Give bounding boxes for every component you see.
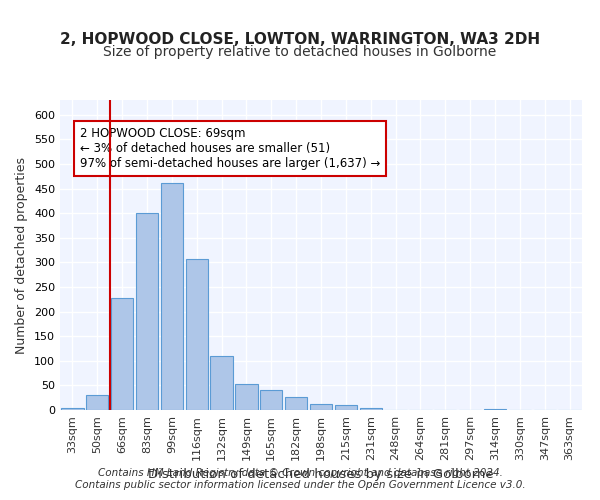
- Y-axis label: Number of detached properties: Number of detached properties: [16, 156, 28, 354]
- Bar: [285, 397, 307, 410]
- Bar: [211, 356, 233, 410]
- Text: Size of property relative to detached houses in Golborne: Size of property relative to detached ho…: [103, 45, 497, 59]
- X-axis label: Distribution of detached houses by size in Golborne: Distribution of detached houses by size …: [148, 468, 494, 481]
- Bar: [136, 213, 158, 410]
- Bar: [161, 182, 183, 410]
- Text: 2, HOPWOOD CLOSE, LOWTON, WARRINGTON, WA3 2DH: 2, HOPWOOD CLOSE, LOWTON, WARRINGTON, WA…: [60, 32, 540, 48]
- Bar: [335, 404, 357, 410]
- Bar: [61, 408, 83, 410]
- Bar: [235, 384, 257, 410]
- Text: 2 HOPWOOD CLOSE: 69sqm
← 3% of detached houses are smaller (51)
97% of semi-deta: 2 HOPWOOD CLOSE: 69sqm ← 3% of detached …: [80, 127, 380, 170]
- Bar: [185, 259, 208, 410]
- Bar: [484, 408, 506, 410]
- Bar: [260, 390, 283, 410]
- Bar: [359, 408, 382, 410]
- Bar: [86, 395, 109, 410]
- Bar: [310, 404, 332, 410]
- Bar: [111, 298, 133, 410]
- Text: Contains HM Land Registry data © Crown copyright and database right 2024.
Contai: Contains HM Land Registry data © Crown c…: [74, 468, 526, 490]
